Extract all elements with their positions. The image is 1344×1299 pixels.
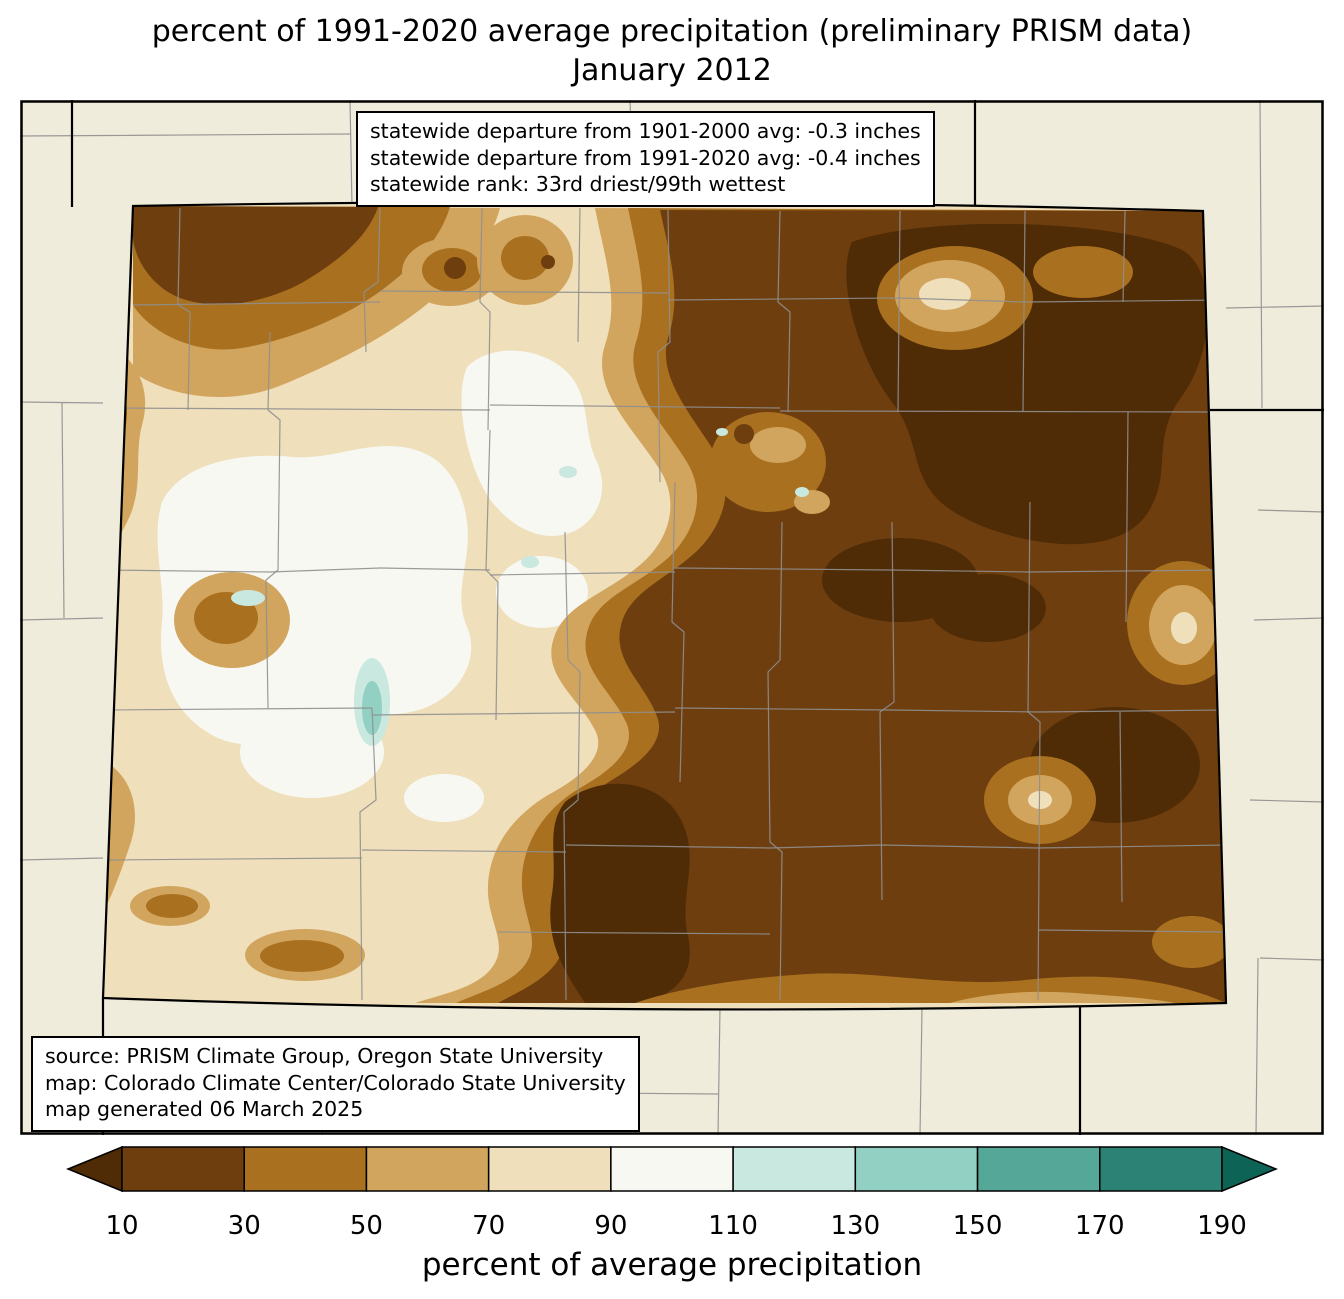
stats-line-rank: statewide rank: 33rd driest/99th wettest	[370, 172, 786, 196]
colorbar-axis-label: percent of average precipitation	[421, 1247, 923, 1283]
stats-box: statewide departure from 1901-2000 avg: …	[356, 111, 935, 207]
source-box: source: PRISM Climate Group, Oregon Stat…	[31, 1036, 640, 1132]
colorbar-tick-label: 70	[472, 1211, 505, 1241]
stats-line-1991-2020: statewide departure from 1991-2020 avg: …	[370, 145, 921, 170]
colorbar-svg: 10 30 50 70 90 110 130 150 170 190	[66, 1145, 1278, 1241]
colorbar-underflow-arrow	[66, 1145, 123, 1193]
source-line: source: PRISM Climate Group, Oregon Stat…	[45, 1044, 604, 1068]
map-container: statewide departure from 1901-2000 avg: …	[19, 99, 1325, 1136]
stats-line-1901-2000: statewide departure from 1901-2000 avg: …	[370, 119, 921, 143]
precipitation-contours	[103, 202, 1226, 1010]
title-line1: percent of 1991-2020 average precipitati…	[151, 14, 1193, 49]
map-frame	[20, 100, 1324, 1135]
colorbar-tick-label: 10	[105, 1211, 138, 1241]
colorbar-overflow-arrow	[1221, 1145, 1278, 1193]
page-title: percent of 1991-2020 average precipitati…	[0, 12, 1344, 90]
generated-date-line: map generated 06 March 2025	[45, 1097, 364, 1121]
colorbar-segment	[610, 1146, 734, 1192]
county-borders-colorado	[103, 207, 1226, 1001]
title-line2: January 2012	[572, 53, 772, 88]
colorbar-segment	[1099, 1146, 1223, 1192]
colorbar-segment	[121, 1146, 245, 1192]
map-credit-line: map: Colorado Climate Center/Colorado St…	[45, 1070, 626, 1095]
colorbar-tick-label: 30	[228, 1211, 261, 1241]
colorbar-tick-label: 50	[350, 1211, 383, 1241]
neighbor-state-borders	[70, 100, 1324, 1135]
colorbar-tick-label: 130	[831, 1211, 881, 1241]
colorbar-tick-label: 170	[1075, 1211, 1125, 1241]
colorbar-tick-label: 110	[708, 1211, 758, 1241]
colorbar-tick-label: 190	[1197, 1211, 1247, 1241]
colorbar-tick-label: 90	[594, 1211, 627, 1241]
colorbar-segment	[976, 1146, 1101, 1192]
colorbar-segment	[243, 1146, 368, 1192]
colorado-precipitation-map	[19, 99, 1325, 1136]
colorbar-segment	[854, 1146, 979, 1192]
colorbar-tick-label: 150	[953, 1211, 1003, 1241]
colorbar-segment	[487, 1146, 612, 1192]
colorbar-segment	[365, 1146, 490, 1192]
colorbar-segment	[732, 1146, 857, 1192]
